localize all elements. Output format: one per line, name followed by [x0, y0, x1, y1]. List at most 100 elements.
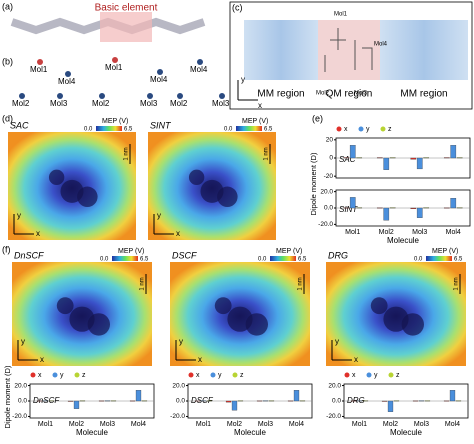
- bar: [73, 400, 80, 409]
- x-tick-label: Mol4: [289, 421, 304, 428]
- bar: [225, 400, 232, 403]
- x-tick-label: Mol2: [227, 421, 242, 428]
- axis-label: x: [198, 355, 202, 364]
- mep-blob: [401, 313, 424, 336]
- colorbar-max: 6.5: [298, 257, 307, 263]
- y-tick-label: 20.0: [328, 382, 341, 389]
- colorbar: [236, 126, 262, 131]
- molecule-dot: [19, 93, 25, 99]
- y-tick-label: 0: [329, 155, 333, 162]
- colorbar-title: MEP (V): [102, 118, 128, 125]
- y-axis-label: Dipole moment (D): [3, 365, 12, 428]
- colorbar-min: 0.0: [224, 127, 233, 133]
- colorbar-min: 0.0: [258, 257, 267, 263]
- axis-label: x: [176, 229, 180, 238]
- bar: [262, 400, 269, 402]
- x-tick-label: Mol1: [345, 229, 360, 236]
- bar: [135, 390, 142, 402]
- legend-label: x: [352, 372, 356, 379]
- legend-label: z: [240, 372, 244, 379]
- legend-swatch: [380, 126, 386, 132]
- x-tick-label: Mol2: [69, 421, 84, 428]
- x-tick-label: Mol3: [100, 421, 115, 428]
- axis-label: y: [21, 337, 25, 346]
- mep-blob: [87, 313, 111, 336]
- legend-label: z: [388, 126, 392, 133]
- axis-label: y: [241, 75, 245, 84]
- qm-region: [318, 20, 380, 80]
- bar: [456, 157, 463, 159]
- axis-label: x: [36, 229, 40, 238]
- x-tick-label: Mol3: [258, 421, 273, 428]
- colorbar-min: 0.0: [100, 257, 109, 263]
- bar: [237, 400, 244, 402]
- bar: [450, 145, 457, 159]
- molecule-label: Mol2: [170, 99, 188, 108]
- bar: [443, 157, 450, 159]
- legend-label: y: [60, 372, 64, 379]
- legend-swatch: [30, 372, 36, 378]
- legend-swatch: [188, 372, 194, 378]
- mep-blob: [245, 313, 268, 336]
- bar: [416, 207, 423, 218]
- bar: [141, 400, 148, 402]
- axis-label: x: [40, 355, 44, 364]
- y-tick-label: 20.0: [172, 382, 185, 389]
- mol-label: Mol4: [374, 42, 388, 48]
- bar: [424, 400, 431, 402]
- axis-label: y: [179, 337, 183, 346]
- bar: [423, 157, 430, 159]
- colorbar: [426, 256, 452, 261]
- mm-region: [380, 20, 468, 80]
- map-name: SINT: [150, 120, 172, 130]
- map-name: DSCF: [172, 250, 197, 260]
- mep-blob: [77, 186, 98, 208]
- mep-blob: [188, 169, 205, 186]
- molecule-dot: [147, 93, 153, 99]
- x-tick-label: Mol1: [38, 421, 53, 428]
- colorbar-title: MEP (V): [276, 248, 302, 255]
- legend-label: z: [82, 372, 86, 379]
- y-tick-label: -20.0: [12, 413, 27, 420]
- bar: [416, 157, 423, 170]
- bar: [423, 207, 430, 209]
- colorbar-title: MEP (V): [242, 118, 268, 125]
- bar: [389, 157, 396, 159]
- bar: [449, 390, 456, 402]
- chart-title: DRG: [347, 396, 365, 405]
- chart-title: SINT: [339, 205, 358, 214]
- molecule-label: Mol3: [50, 99, 68, 108]
- bar: [194, 400, 201, 402]
- y-tick-label: -20.0: [326, 413, 341, 420]
- legend-swatch: [210, 372, 216, 378]
- legend-swatch: [366, 372, 372, 378]
- axis-label: y: [335, 337, 339, 346]
- bar: [393, 400, 400, 402]
- molecule-label: Mol1: [105, 63, 123, 72]
- legend-swatch: [336, 126, 342, 132]
- y-tick-label: 20.0: [320, 188, 333, 195]
- bar: [450, 198, 457, 209]
- bar: [79, 400, 86, 402]
- mep-blob: [370, 297, 388, 315]
- bar: [98, 400, 105, 402]
- bar: [36, 400, 43, 402]
- molecule-dot: [157, 69, 163, 75]
- scale-label: 1 nm: [298, 277, 304, 290]
- x-tick-label: Mol3: [412, 229, 427, 236]
- colorbar-title: MEP (V): [118, 248, 144, 255]
- x-tick-label: Mol3: [414, 421, 429, 428]
- bar: [349, 197, 356, 209]
- scale-label: 1 nm: [454, 277, 460, 290]
- legend-swatch: [358, 126, 364, 132]
- x-axis-label: Molecule: [390, 428, 423, 437]
- axis-label: y: [17, 211, 21, 220]
- panel-label: (f): [2, 244, 11, 254]
- molecule-dot: [197, 59, 203, 65]
- x-tick-label: Mol1: [196, 421, 211, 428]
- colorbar-max: 6.5: [124, 127, 133, 133]
- molecule-dot: [219, 93, 225, 99]
- bar: [343, 207, 350, 209]
- bar: [67, 400, 74, 402]
- molecule-dot: [65, 71, 71, 77]
